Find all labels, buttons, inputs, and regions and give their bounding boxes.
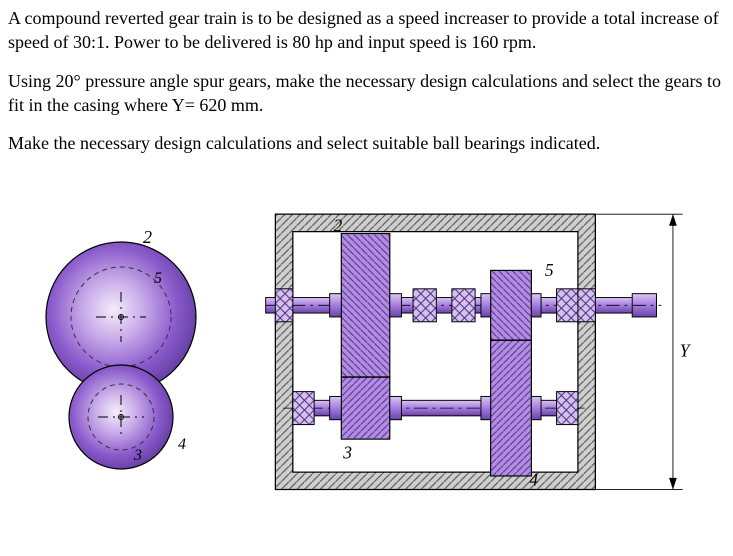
- label-gear5-side: 5: [545, 261, 554, 281]
- label-gear3-end: 3: [133, 447, 142, 464]
- casing-wall: [275, 215, 595, 490]
- gear-side-section: 2 5 3 4 Y: [264, 187, 694, 507]
- label-gear3-side: 3: [342, 443, 352, 463]
- gear-3-section: [341, 378, 389, 440]
- gear-4-section: [491, 341, 532, 477]
- gear-2-section: [341, 234, 389, 378]
- label-gear2-side: 2: [334, 216, 343, 236]
- figure-area: 2 5 3 4: [8, 187, 725, 507]
- problem-para-3: Make the necessary design calculations a…: [8, 131, 725, 155]
- bearing-lower-right: [557, 392, 578, 425]
- bearing-upper-right: [557, 289, 580, 322]
- label-dim-Y: Y: [680, 341, 692, 361]
- bearing-upper-left: [275, 289, 292, 322]
- problem-para-1: A compound reverted gear train is to be …: [8, 6, 725, 55]
- gear-5-section: [491, 271, 532, 341]
- label-gear5-end: 5: [154, 270, 162, 287]
- bearing-lower-left: [293, 392, 314, 425]
- label-gear4-end: 4: [178, 436, 186, 453]
- bearing-upper-mid2: [452, 289, 475, 322]
- label-gear4-side: 4: [529, 470, 538, 490]
- label-gear2-end: 2: [143, 227, 152, 247]
- bearing-upper-mid1: [413, 289, 436, 322]
- problem-para-2: Using 20° pressure angle spur gears, mak…: [8, 69, 725, 118]
- gear-end-view: 2 5 3 4: [26, 217, 236, 477]
